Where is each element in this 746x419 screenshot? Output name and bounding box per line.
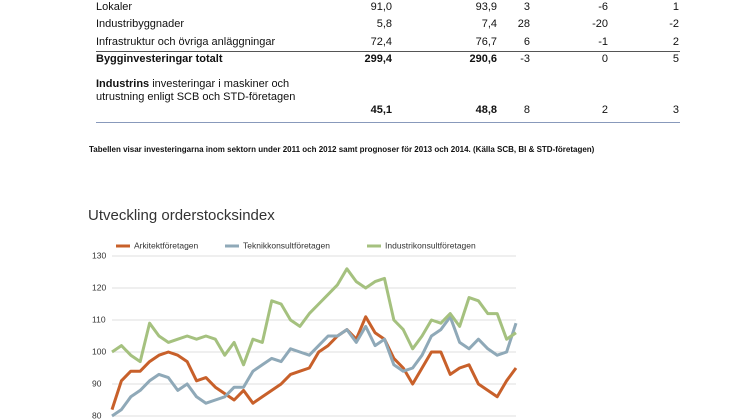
cell: 3 bbox=[672, 104, 679, 116]
cell: -6 bbox=[598, 1, 608, 13]
cell: 1 bbox=[672, 1, 679, 13]
y-tick-label: 100 bbox=[92, 346, 106, 356]
cell: 6 bbox=[523, 36, 530, 48]
y-tick-label: 110 bbox=[92, 314, 106, 324]
row-label: Industribyggnader bbox=[96, 18, 185, 30]
cell: 2 bbox=[601, 104, 608, 116]
row-label-bold: Industrins bbox=[96, 78, 150, 90]
table-row: Infrastruktur och övriga anläggningar 72,… bbox=[96, 36, 680, 53]
cell: 76,7 bbox=[475, 36, 497, 48]
cell: 72,4 bbox=[370, 36, 392, 48]
y-tick-label: 120 bbox=[92, 282, 106, 292]
row-label: Bygginvesteringar totalt bbox=[96, 53, 223, 65]
cell: 45,1 bbox=[370, 104, 392, 116]
cell: 0 bbox=[601, 53, 608, 65]
cell: 3 bbox=[523, 1, 530, 13]
cell: 290,6 bbox=[469, 53, 497, 65]
cell: 48,8 bbox=[475, 104, 497, 116]
cell: 299,4 bbox=[364, 53, 392, 65]
note: Tabellen visar investeringarna inom sekt… bbox=[89, 145, 595, 154]
table-row: Bygginvesteringar totalt 299,4 290,6 -3 0 5 bbox=[96, 53, 680, 70]
cell: -20 bbox=[592, 18, 608, 30]
line-series bbox=[110, 315, 518, 411]
rule bbox=[96, 51, 680, 52]
cell: -3 bbox=[520, 53, 530, 65]
line-series bbox=[111, 267, 517, 367]
cell: 5,8 bbox=[376, 18, 392, 30]
y-tick-label: 80 bbox=[92, 410, 102, 419]
rule bbox=[96, 122, 680, 123]
cell: 7,4 bbox=[481, 18, 497, 30]
cell: 28 bbox=[517, 18, 530, 30]
cell: 5 bbox=[672, 53, 679, 65]
y-tick-label: 90 bbox=[92, 378, 102, 388]
legend-label: Arkitektföretagen bbox=[134, 240, 199, 250]
table-row: Industrins investeringar i maskiner och … bbox=[96, 78, 680, 123]
chart-title: Utveckling orderstocksindex bbox=[88, 207, 275, 224]
row-label: Industrins investeringar i maskiner och … bbox=[96, 78, 296, 103]
cell: -2 bbox=[669, 18, 679, 30]
y-tick-label: 130 bbox=[92, 250, 106, 260]
table-row: Industribyggnader 5,8 7,4 28 -20 -2 bbox=[96, 18, 680, 35]
line-series bbox=[111, 315, 518, 418]
row-label: Lokaler bbox=[96, 1, 133, 13]
legend-label: Industrikonsultföretagen bbox=[385, 240, 476, 250]
cell: 2 bbox=[672, 36, 679, 48]
cell: 8 bbox=[523, 104, 530, 116]
row-label: Infrastruktur och övriga anläggningar bbox=[96, 36, 276, 48]
row-label-text: investeringar i maskiner och utrustning … bbox=[96, 78, 296, 103]
cell: -1 bbox=[598, 36, 608, 48]
table-row: Lokaler 91,0 93,9 3 -6 1 bbox=[96, 1, 680, 18]
cell: 91,0 bbox=[370, 1, 392, 13]
cell: 93,9 bbox=[475, 1, 497, 13]
legend-label: Teknikkonsultföretagen bbox=[243, 240, 330, 250]
